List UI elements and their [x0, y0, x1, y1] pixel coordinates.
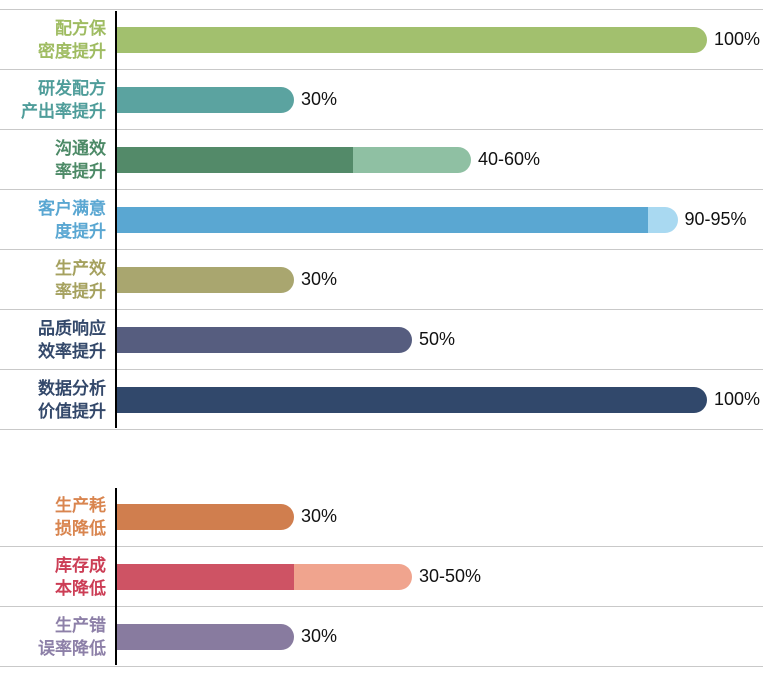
chart-row: 生产效率提升 30% [0, 250, 763, 310]
bar [117, 206, 678, 233]
chart-row: 客户满意度提升 90-95% [0, 190, 763, 250]
category-label: 沟通效 率提升 [0, 137, 117, 183]
category-label-line1: 沟通效 [55, 138, 106, 158]
category-label-line1: 生产错 [55, 615, 106, 635]
category-label-line2: 产出率提升 [21, 101, 106, 121]
bar-segment [117, 266, 294, 293]
category-label: 库存成 本降低 [0, 554, 117, 600]
category-label: 配方保密度提升 [0, 17, 117, 63]
bar [117, 623, 294, 650]
value-label: 100% [714, 29, 761, 49]
category-label-line1: 客户满意 [38, 198, 106, 218]
category-label-line2: 损降低 [55, 518, 106, 538]
category-label-line1: 配方保 [55, 18, 106, 38]
category-label-line2: 率提升 [55, 161, 106, 181]
category-label-line1: 研发配方 [38, 78, 106, 98]
value-label: 30% [301, 506, 338, 526]
improvements-group: 配方保密度提升 100% 研发配方产出率提升 30% 沟通效率提升 40-60%… [0, 9, 763, 430]
bar-segment [117, 623, 294, 650]
category-label: 客户满意度提升 [0, 197, 117, 243]
value-label: 30% [301, 269, 338, 289]
bar-segment [117, 563, 294, 590]
plot-area: 100% [117, 10, 763, 69]
chart-row: 沟通效率提升 40-60% [0, 130, 763, 190]
chart-row: 研发配方产出率提升 30% [0, 70, 763, 130]
benefit-bar-chart: 配方保密度提升 100% 研发配方产出率提升 30% 沟通效率提升 40-60%… [0, 9, 763, 667]
bar [117, 326, 412, 353]
bar [117, 146, 471, 173]
chart-row: 数据分析价值提升 100% [0, 370, 763, 430]
category-label-line2: 本降低 [55, 578, 106, 598]
category-label: 生产错误率降低 [0, 614, 117, 660]
bar-segment [117, 326, 412, 353]
category-label: 生产耗 损降低 [0, 494, 117, 540]
plot-area: 30% [117, 487, 763, 546]
category-label-line1: 数据分析 [38, 378, 106, 398]
bar [117, 266, 294, 293]
y-axis-line [115, 11, 117, 428]
category-label: 研发配方产出率提升 [0, 77, 117, 123]
bar-segment [117, 146, 353, 173]
category-label: 生产效 率提升 [0, 257, 117, 303]
chart-row: 生产耗损降低 30% [0, 487, 763, 547]
category-label: 数据分析 价值提升 [0, 377, 117, 423]
value-label: 100% [714, 389, 761, 409]
bar-segment [648, 206, 678, 233]
value-label: 50% [419, 329, 456, 349]
category-label-line2: 率提升 [55, 281, 106, 301]
category-label-line2: 度提升 [55, 221, 106, 241]
plot-area: 30% [117, 607, 763, 666]
bar [117, 86, 294, 113]
category-label-line1: 生产效 [55, 258, 106, 278]
value-label: 30% [301, 626, 338, 646]
value-label: 30-50% [419, 566, 482, 586]
plot-area: 30% [117, 250, 763, 309]
bar [117, 386, 707, 413]
bar [117, 503, 294, 530]
plot-area: 90-95% [117, 190, 763, 249]
plot-area: 30% [117, 70, 763, 129]
bar-segment [294, 563, 412, 590]
value-label: 30% [301, 89, 338, 109]
value-label: 90-95% [684, 209, 747, 229]
category-label-line2: 效率提升 [38, 341, 106, 361]
plot-area: 50% [117, 310, 763, 369]
bar-segment [117, 26, 707, 53]
bar-segment [353, 146, 471, 173]
plot-area: 30-50% [117, 547, 763, 606]
chart-row: 生产错误率降低 30% [0, 607, 763, 667]
bar-segment [117, 503, 294, 530]
plot-area: 100% [117, 370, 763, 429]
category-label-line2: 密度提升 [38, 41, 106, 61]
plot-area: 40-60% [117, 130, 763, 189]
category-label-line2: 误率降低 [38, 638, 106, 658]
bar [117, 563, 412, 590]
bar [117, 26, 707, 53]
y-axis-line [115, 488, 117, 665]
bar-segment [117, 386, 707, 413]
chart-row: 库存成本降低 30-50% [0, 547, 763, 607]
category-label-line1: 库存成 [55, 555, 106, 575]
category-label-line1: 品质响应 [38, 318, 106, 338]
bar-segment [117, 86, 294, 113]
value-label: 40-60% [478, 149, 541, 169]
category-label-line1: 生产耗 [55, 495, 106, 515]
category-label-line2: 价值提升 [38, 401, 106, 421]
category-label: 品质响应 效率提升 [0, 317, 117, 363]
chart-row: 品质响应效率提升 50% [0, 310, 763, 370]
chart-row: 配方保密度提升 100% [0, 10, 763, 70]
reductions-group: 生产耗损降低 30% 库存成本降低 30-50% 生产错误率降低 30% [0, 487, 763, 667]
bar-segment [117, 206, 648, 233]
